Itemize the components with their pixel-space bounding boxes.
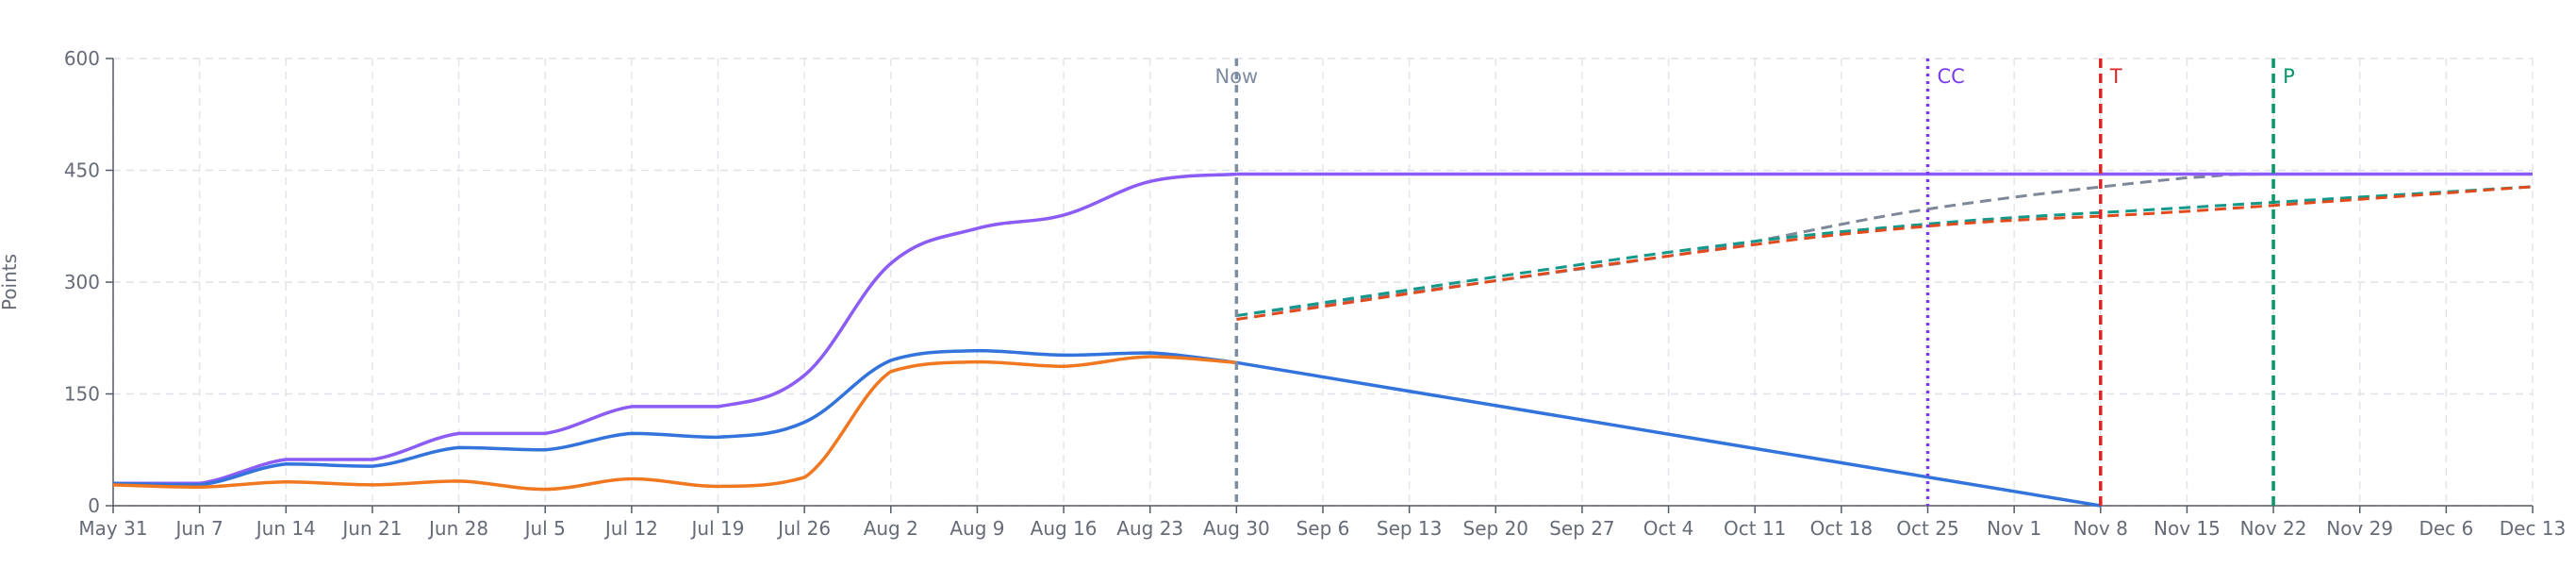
series-lines xyxy=(112,172,2534,508)
x-tick-label: Aug 16 xyxy=(1031,517,1098,540)
x-tick-label: Oct 11 xyxy=(1724,517,1786,540)
x-tick-label: Jul 12 xyxy=(603,517,658,540)
x-tick-label: Jul 19 xyxy=(690,517,745,540)
x-tick-label: Nov 22 xyxy=(2240,517,2307,540)
x-tick-label: Sep 20 xyxy=(1463,517,1529,540)
y-axis-label: Points xyxy=(0,254,21,310)
projection-teal-line xyxy=(1236,185,2534,318)
x-tick-label: Dec 13 xyxy=(2500,517,2567,540)
x-tick-label: Aug 9 xyxy=(949,517,1004,540)
marker-t-label: T xyxy=(2109,65,2122,88)
axes xyxy=(106,58,2534,513)
y-tick-label: 600 xyxy=(64,47,100,70)
x-tick-label: Jun 7 xyxy=(173,517,223,540)
x-tick-label: Nov 15 xyxy=(2154,517,2221,540)
x-tick-label: Jun 28 xyxy=(427,517,488,540)
completed-line xyxy=(112,355,1237,492)
x-tick-label: Oct 25 xyxy=(1896,517,1958,540)
x-tick-label: Jul 5 xyxy=(523,517,566,540)
scope-line xyxy=(112,172,1237,486)
y-tick-label: 450 xyxy=(64,159,100,182)
y-tick-labels: 0 150 300 450 600 xyxy=(64,47,100,517)
x-tick-label: Oct 18 xyxy=(1810,517,1873,540)
x-tick-label: Sep 27 xyxy=(1549,517,1615,540)
x-tick-label: Jul 26 xyxy=(776,517,831,540)
grid xyxy=(112,58,2534,507)
x-tick-label: May 31 xyxy=(78,517,147,540)
x-tick-label: Nov 1 xyxy=(1987,517,2041,540)
x-tick-label: Sep 13 xyxy=(1377,517,1443,540)
remaining-line-future xyxy=(1236,360,2102,508)
projection-gray-line xyxy=(1236,172,2533,318)
remaining-line xyxy=(112,348,1237,487)
x-tick-label: Nov 29 xyxy=(2326,517,2393,540)
x-tick-label: Aug 23 xyxy=(1116,517,1183,540)
x-tick-label: Dec 6 xyxy=(2419,517,2473,540)
marker-now-label: Now xyxy=(1214,65,1258,88)
y-tick-label: 150 xyxy=(64,383,100,406)
vertical-markers: Now CC T P xyxy=(1214,58,2295,506)
x-tick-label: Sep 6 xyxy=(1296,517,1350,540)
x-tick-label: Jun 21 xyxy=(340,517,402,540)
x-tick-labels: May 31 Jun 7 Jun 14 Jun 21 Jun 28 Jul 5 Jul 12… xyxy=(78,517,2566,540)
x-tick-label: Jun 14 xyxy=(255,517,316,540)
projection-red-line xyxy=(1236,185,2534,321)
x-tick-label: Nov 8 xyxy=(2073,517,2128,540)
marker-cc-label: CC xyxy=(1938,65,1965,88)
y-tick-label: 0 xyxy=(88,494,100,517)
marker-p-label: P xyxy=(2283,65,2295,88)
x-tick-label: Aug 30 xyxy=(1203,517,1270,540)
y-tick-label: 300 xyxy=(64,271,100,293)
x-tick-label: Aug 2 xyxy=(864,517,918,540)
x-tick-label: Oct 4 xyxy=(1643,517,1694,540)
